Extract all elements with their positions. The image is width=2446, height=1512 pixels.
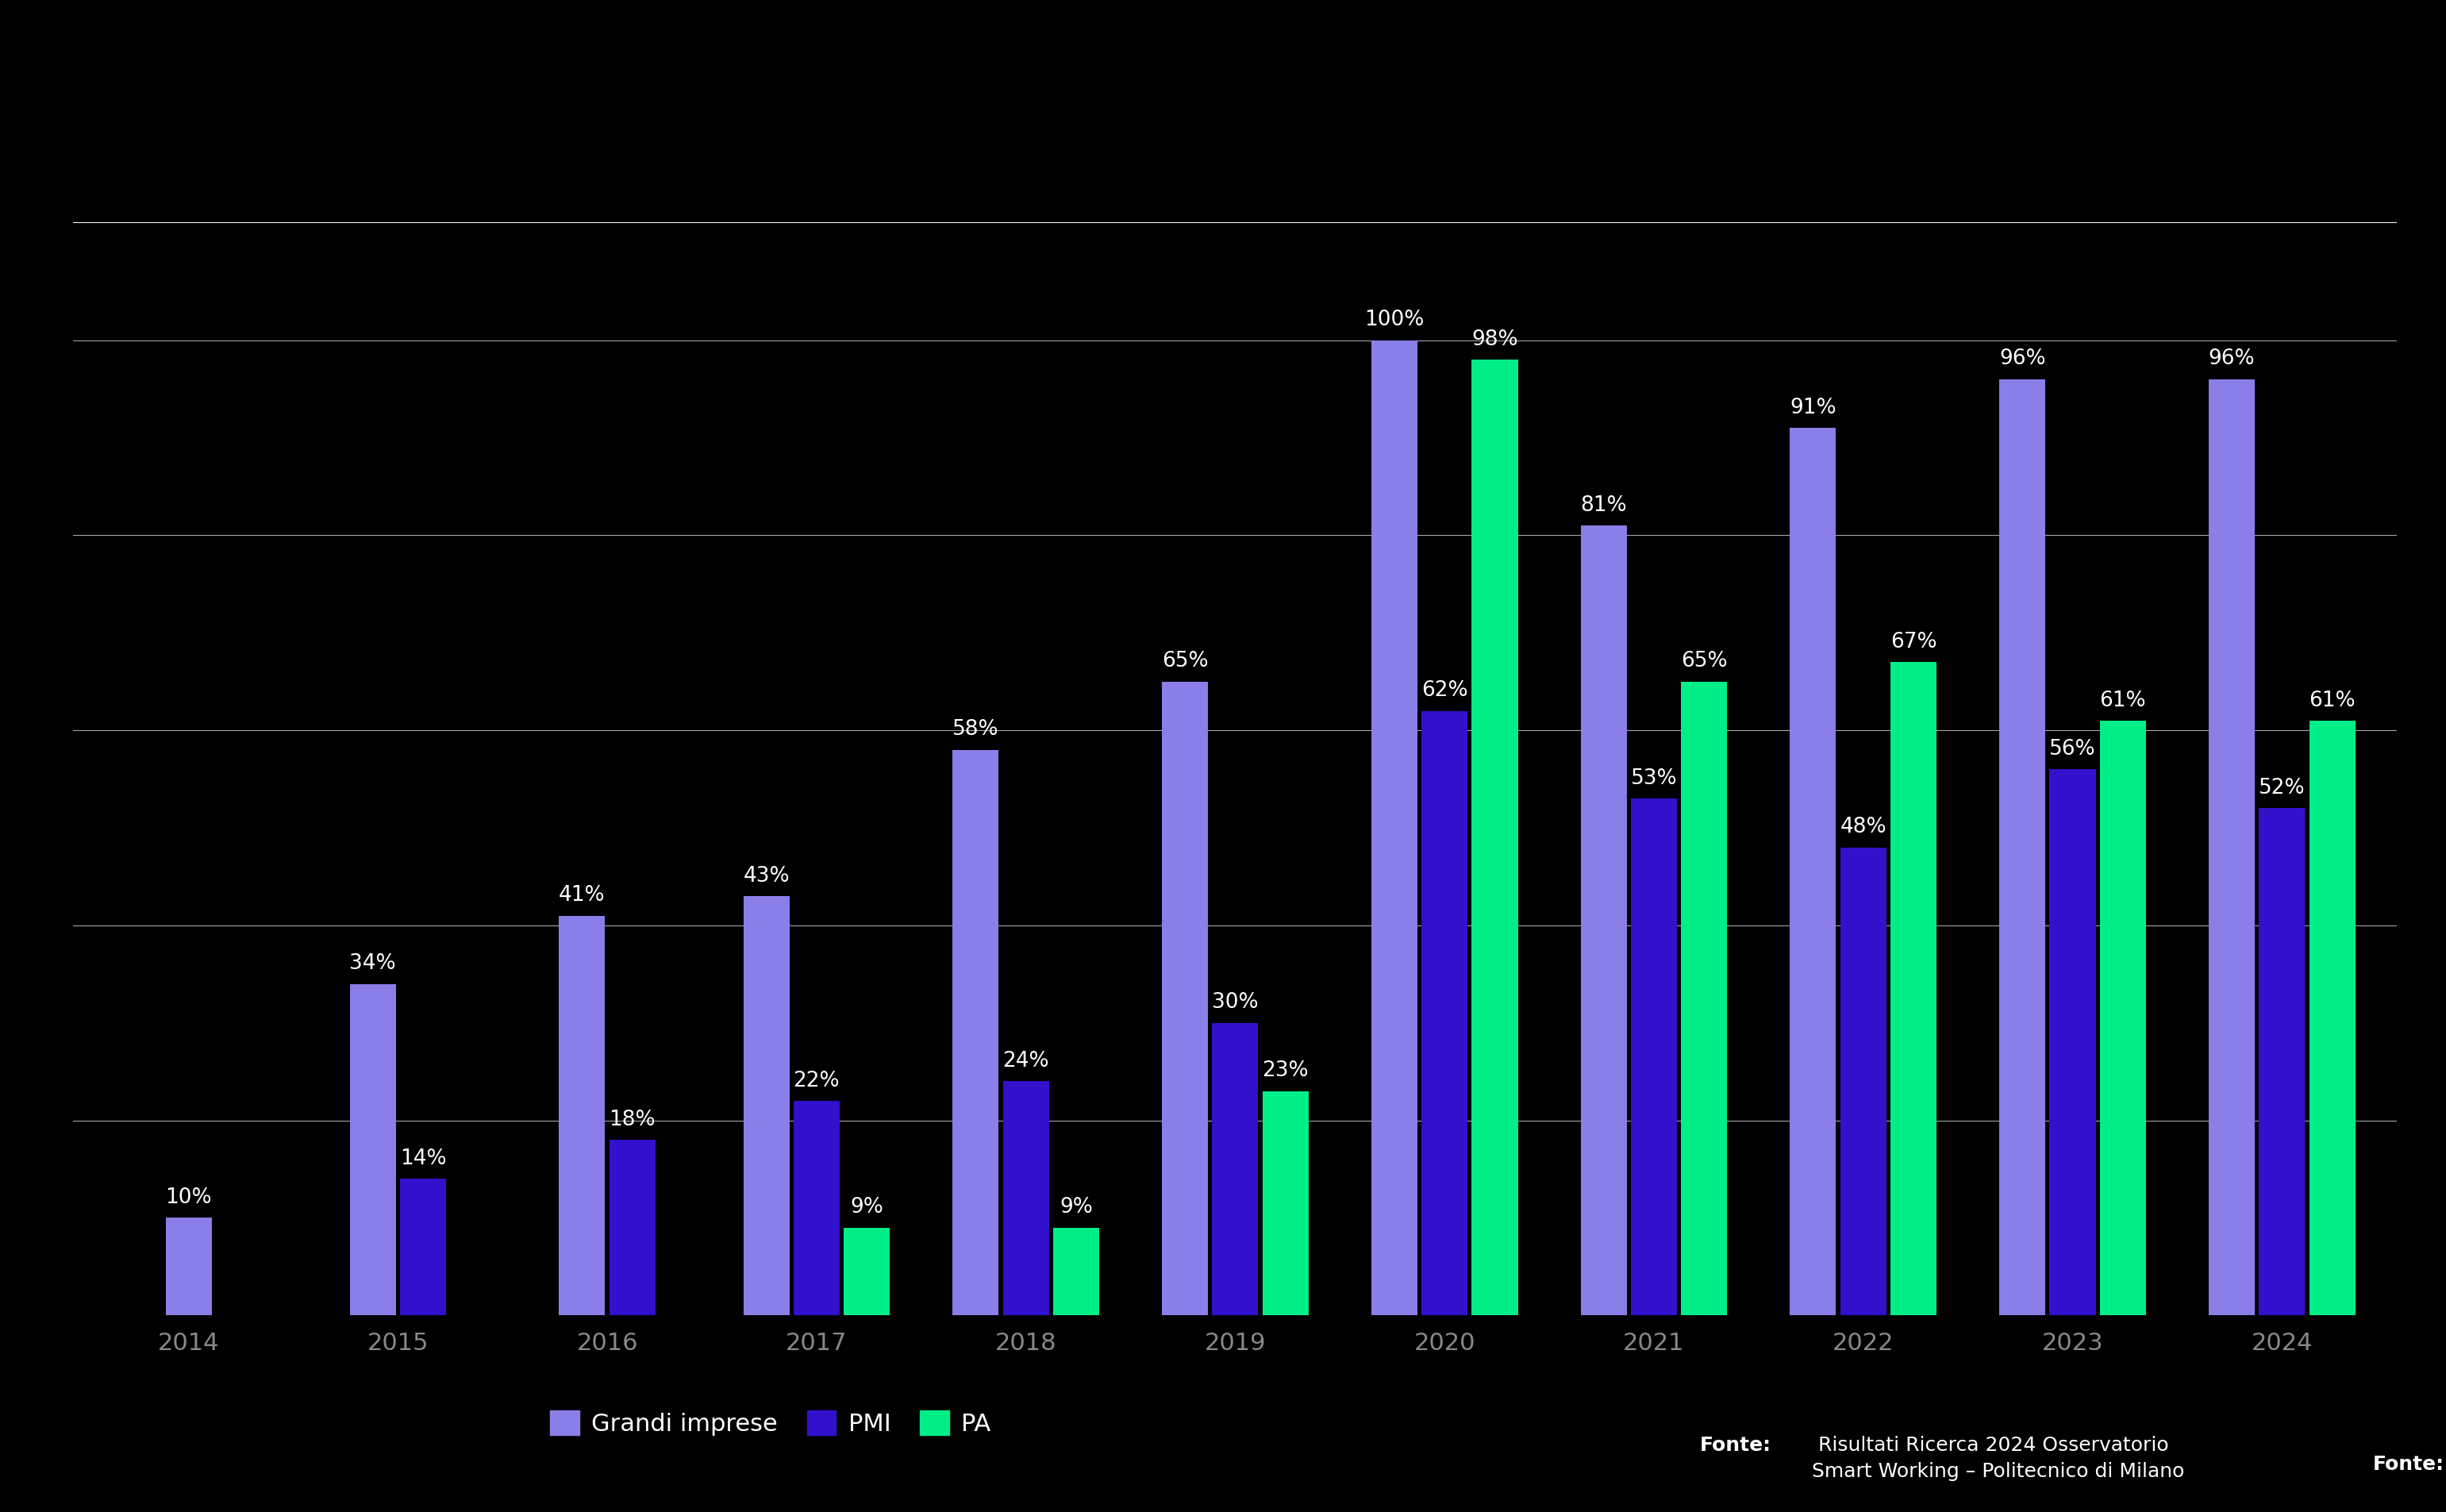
- Bar: [2260, 809, 2304, 1315]
- Bar: [1580, 526, 1627, 1315]
- Bar: [166, 1219, 210, 1315]
- Bar: [1213, 1024, 1257, 1315]
- Text: 81%: 81%: [1580, 494, 1627, 516]
- Bar: [1472, 360, 1519, 1315]
- Text: 9%: 9%: [851, 1198, 883, 1219]
- Text: 61%: 61%: [2099, 689, 2145, 711]
- Text: 23%: 23%: [1262, 1061, 1309, 1081]
- Bar: [2099, 721, 2145, 1315]
- Text: 48%: 48%: [1839, 816, 1886, 838]
- Text: 9%: 9%: [1059, 1198, 1093, 1219]
- Bar: [1680, 682, 1727, 1315]
- Bar: [1998, 380, 2045, 1315]
- Bar: [951, 750, 998, 1315]
- Bar: [1162, 682, 1208, 1315]
- Bar: [2209, 380, 2255, 1315]
- Bar: [350, 984, 396, 1315]
- Text: 34%: 34%: [350, 954, 396, 974]
- Text: 24%: 24%: [1003, 1051, 1049, 1072]
- Text: 65%: 65%: [1162, 652, 1208, 671]
- Bar: [1262, 1092, 1309, 1315]
- Bar: [844, 1228, 890, 1315]
- Text: 65%: 65%: [1680, 652, 1727, 671]
- Bar: [1003, 1081, 1049, 1315]
- Bar: [1054, 1228, 1098, 1315]
- Bar: [744, 897, 790, 1315]
- Text: Fonte:: Fonte:: [2373, 1455, 2444, 1474]
- Legend: Grandi imprese, PMI, PA: Grandi imprese, PMI, PA: [541, 1400, 1000, 1445]
- Text: Fonte:: Fonte:: [1700, 1435, 1771, 1455]
- Text: 53%: 53%: [1631, 768, 1678, 789]
- Bar: [793, 1101, 839, 1315]
- Text: 14%: 14%: [399, 1149, 445, 1169]
- Bar: [1421, 711, 1468, 1315]
- Text: 58%: 58%: [951, 720, 998, 739]
- Text: 96%: 96%: [1998, 349, 2045, 369]
- Text: 67%: 67%: [1891, 632, 1937, 652]
- Text: 10%: 10%: [166, 1187, 213, 1208]
- Text: 52%: 52%: [2258, 779, 2304, 798]
- Text: 100%: 100%: [1365, 310, 1424, 331]
- Bar: [401, 1179, 445, 1315]
- Text: 62%: 62%: [1421, 680, 1468, 702]
- Text: 96%: 96%: [2209, 349, 2255, 369]
- Text: 22%: 22%: [793, 1070, 839, 1092]
- Bar: [1891, 662, 1937, 1315]
- Text: Risultati Ricerca 2024 Osservatorio
Smart Working – Politecnico di Milano: Risultati Ricerca 2024 Osservatorio Smar…: [1812, 1435, 2184, 1482]
- Bar: [2050, 770, 2096, 1315]
- Text: 30%: 30%: [1211, 992, 1260, 1013]
- Bar: [1631, 798, 1678, 1315]
- Text: 41%: 41%: [558, 885, 604, 906]
- Text: 98%: 98%: [1472, 330, 1519, 349]
- Bar: [1790, 428, 1837, 1315]
- Text: 43%: 43%: [744, 866, 790, 886]
- Bar: [609, 1140, 656, 1315]
- Text: 91%: 91%: [1790, 398, 1837, 419]
- Text: 61%: 61%: [2309, 689, 2355, 711]
- Text: 18%: 18%: [609, 1110, 656, 1129]
- Bar: [2309, 721, 2355, 1315]
- Bar: [1372, 340, 1416, 1315]
- Bar: [560, 916, 604, 1315]
- Text: 56%: 56%: [2050, 739, 2096, 759]
- Bar: [1839, 847, 1886, 1315]
